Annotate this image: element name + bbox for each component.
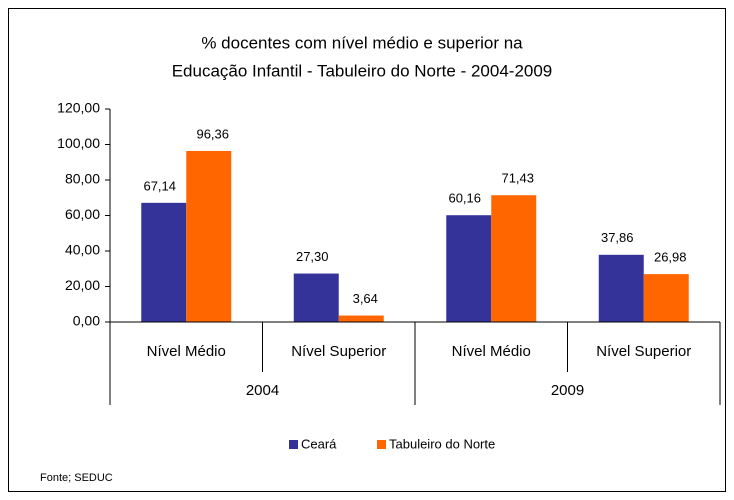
y-tick-label: 0,00	[73, 313, 100, 329]
legend-swatch	[377, 440, 386, 449]
bar	[446, 215, 492, 322]
group-label: 2004	[246, 382, 279, 399]
value-label: 60,16	[448, 191, 481, 206]
value-label: 27,30	[296, 249, 329, 264]
y-tick-label: 80,00	[65, 171, 100, 187]
bar	[141, 202, 187, 322]
chart-title: Educação Infantil - Tabuleiro do Norte -…	[172, 61, 553, 80]
bar	[293, 273, 339, 322]
y-tick-label: 40,00	[65, 242, 100, 258]
y-tick-label: 120,00	[57, 100, 100, 116]
bar	[491, 195, 537, 322]
chart-title: % docentes com nível médio e superior na	[201, 33, 523, 52]
value-label: 67,14	[143, 178, 176, 193]
group-label: 2009	[551, 382, 584, 399]
legend-swatch	[289, 440, 298, 449]
value-label: 26,98	[654, 250, 687, 265]
value-label: 96,36	[196, 126, 229, 141]
legend-label: Tabuleiro do Norte	[389, 436, 495, 451]
x-tick-label: Nível Médio	[452, 343, 531, 360]
bar	[186, 150, 232, 322]
x-tick-label: Nível Superior	[291, 343, 386, 360]
source-note: Fonte; SEDUC	[40, 472, 113, 484]
chart-border	[8, 8, 726, 492]
value-label: 37,86	[601, 230, 634, 245]
y-tick-label: 100,00	[57, 135, 100, 151]
x-tick-label: Nível Médio	[147, 343, 226, 360]
bar	[338, 315, 384, 322]
legend-label: Ceará	[301, 436, 337, 451]
value-label: 71,43	[501, 171, 534, 186]
x-tick-label: Nível Superior	[596, 343, 691, 360]
y-tick-label: 60,00	[65, 206, 100, 222]
value-label: 3,64	[353, 291, 378, 306]
y-tick-label: 20,00	[65, 277, 100, 293]
bar	[643, 274, 689, 322]
bar	[598, 254, 644, 322]
